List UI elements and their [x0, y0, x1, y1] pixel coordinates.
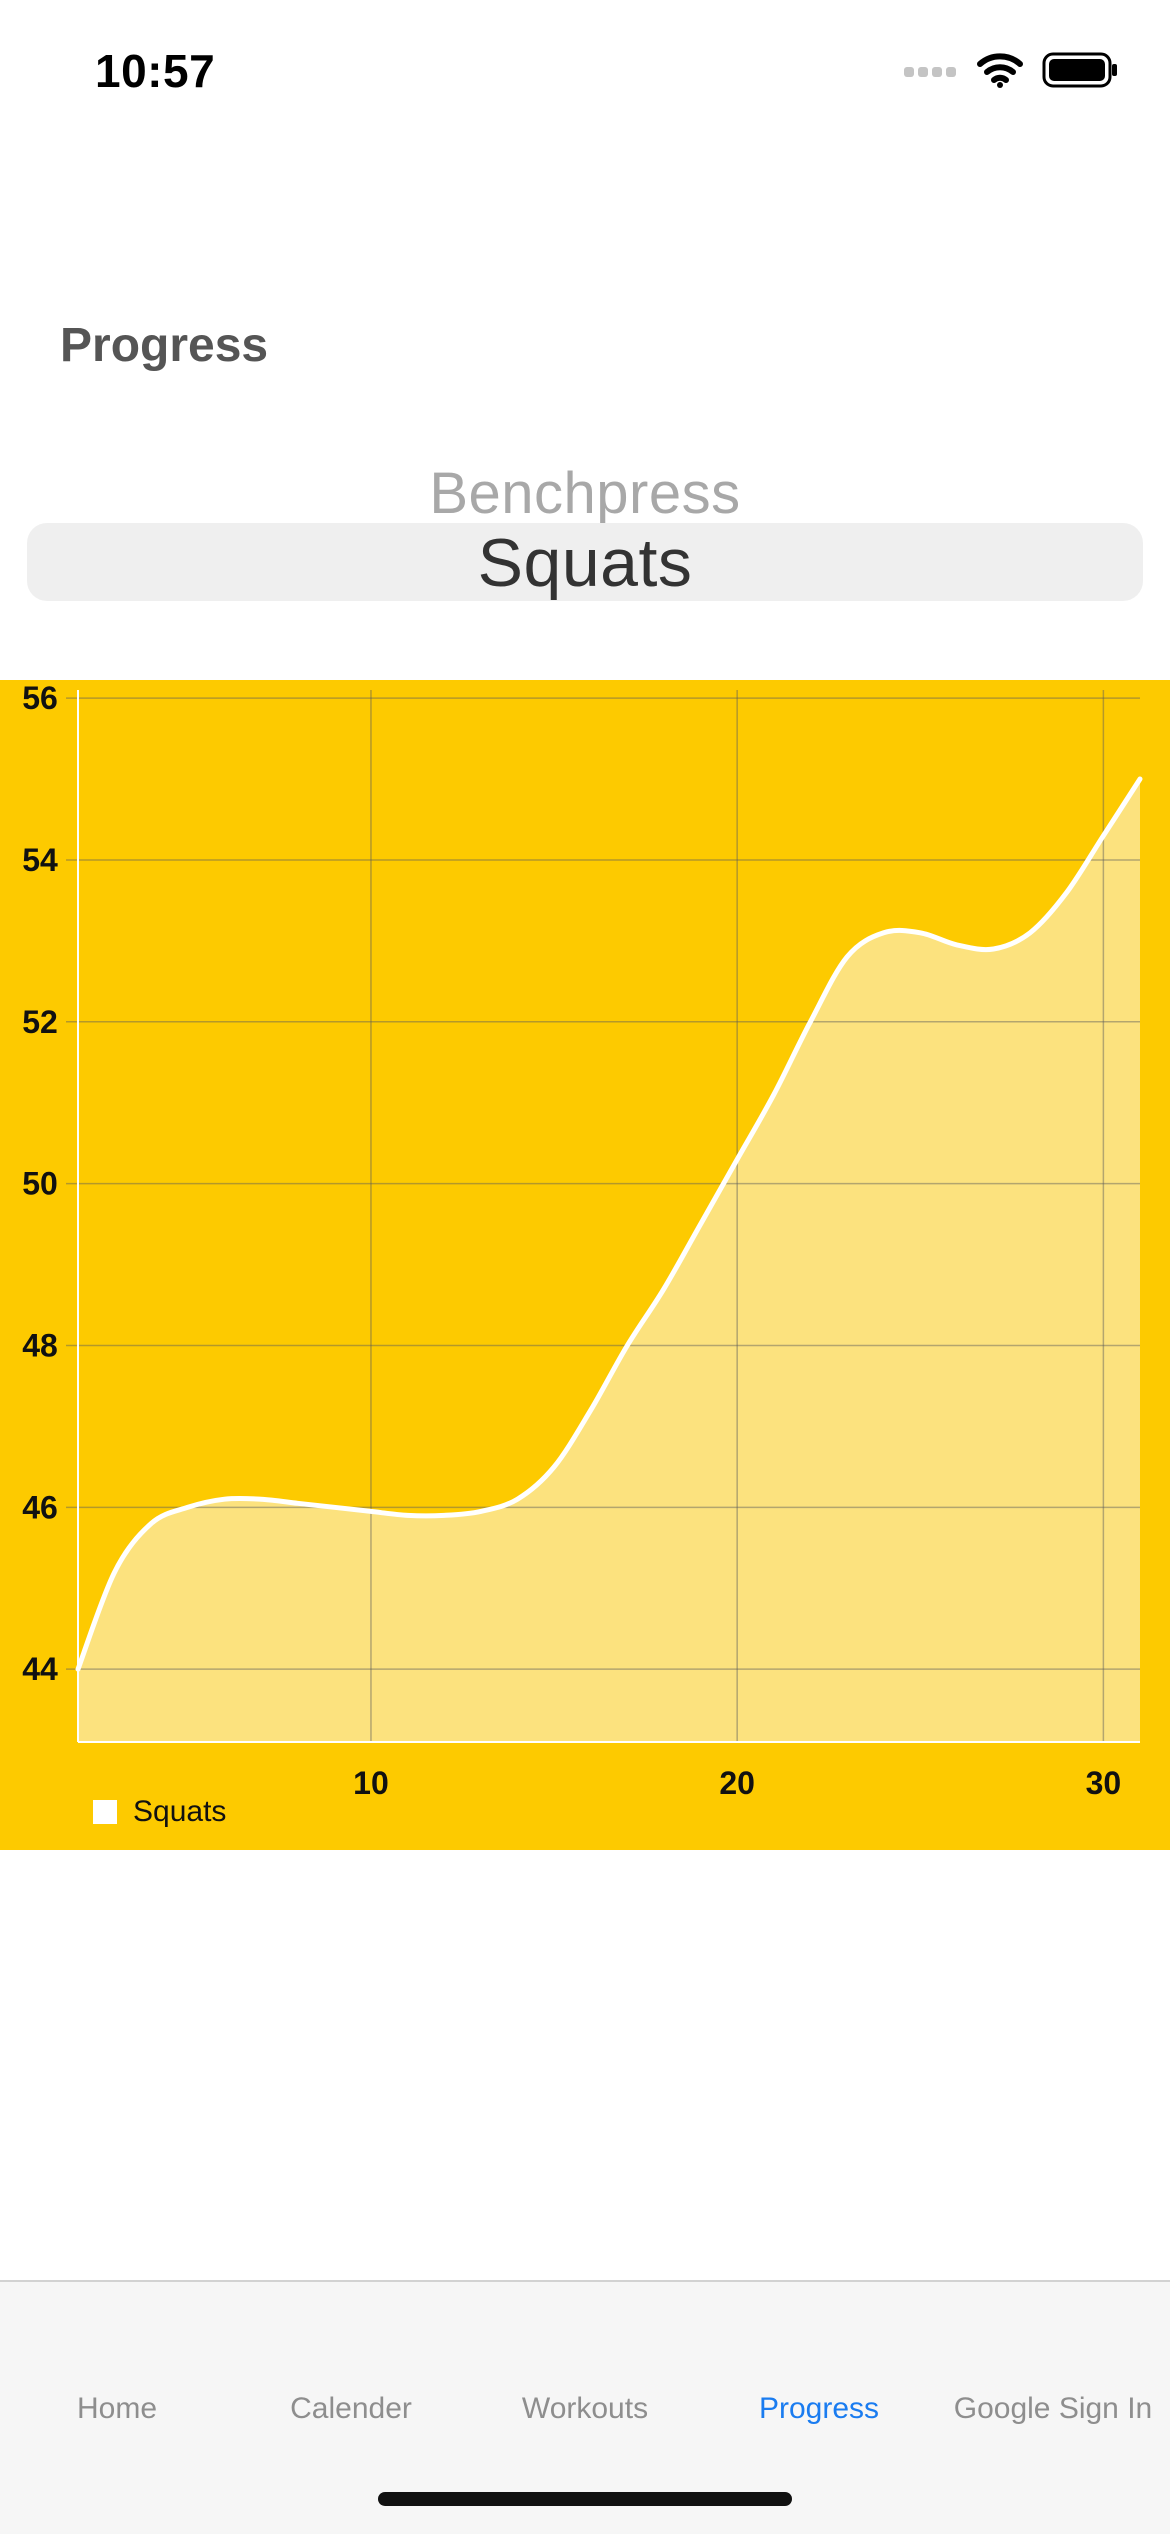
series-line-squats [75, 776, 1143, 1672]
exercise-picker[interactable]: Benchpress Squats [0, 440, 1170, 620]
wifi-icon [977, 53, 1023, 88]
x-tick-label-30: 30 [1086, 1765, 1122, 1801]
tab-bar: Home Calender Workouts Progress Google S… [0, 2280, 1170, 2534]
y-tick-label-46: 46 [22, 1489, 58, 1525]
y-tick-label-52: 52 [22, 1004, 58, 1040]
progress-chart: 44 46 48 50 52 54 56 10 20 30 Squats [0, 680, 1170, 1850]
tab-calender[interactable]: Calender [290, 2392, 412, 2425]
y-tick-label-44: 44 [22, 1651, 58, 1687]
picker-selection-highlight [27, 523, 1143, 601]
x-tick-label-10: 10 [353, 1765, 389, 1801]
status-icons [904, 52, 1118, 88]
cellular-signal-icon [904, 67, 956, 77]
y-tick-label-56: 56 [22, 680, 58, 716]
tab-home[interactable]: Home [76, 2392, 158, 2425]
chart-svg: 44 46 48 50 52 54 56 10 20 30 [22, 680, 1143, 1801]
status-time: 10:57 [95, 45, 216, 97]
picker-option-selected[interactable]: Squats [477, 525, 693, 601]
y-tick-label-54: 54 [22, 842, 58, 878]
battery-icon [1042, 52, 1117, 88]
picker-option-benchpress[interactable]: Benchpress [429, 461, 741, 526]
page-title: Progress [60, 319, 269, 372]
y-tick-label-50: 50 [22, 1166, 58, 1202]
legend-label-squats: Squats [133, 1795, 227, 1828]
tab-progress[interactable]: Progress [758, 2392, 880, 2425]
series-area-squats [78, 779, 1140, 1742]
legend-swatch-squats [93, 1800, 117, 1824]
tab-workouts[interactable]: Workouts [521, 2392, 649, 2425]
tab-google-sign-in[interactable]: Google Sign In [953, 2392, 1153, 2425]
y-tick-label-48: 48 [22, 1327, 58, 1363]
x-tick-label-20: 20 [719, 1765, 755, 1801]
home-indicator [378, 2492, 792, 2506]
status-bar: 10:57 [0, 0, 1170, 140]
chart-legend: Squats [93, 1795, 226, 1829]
